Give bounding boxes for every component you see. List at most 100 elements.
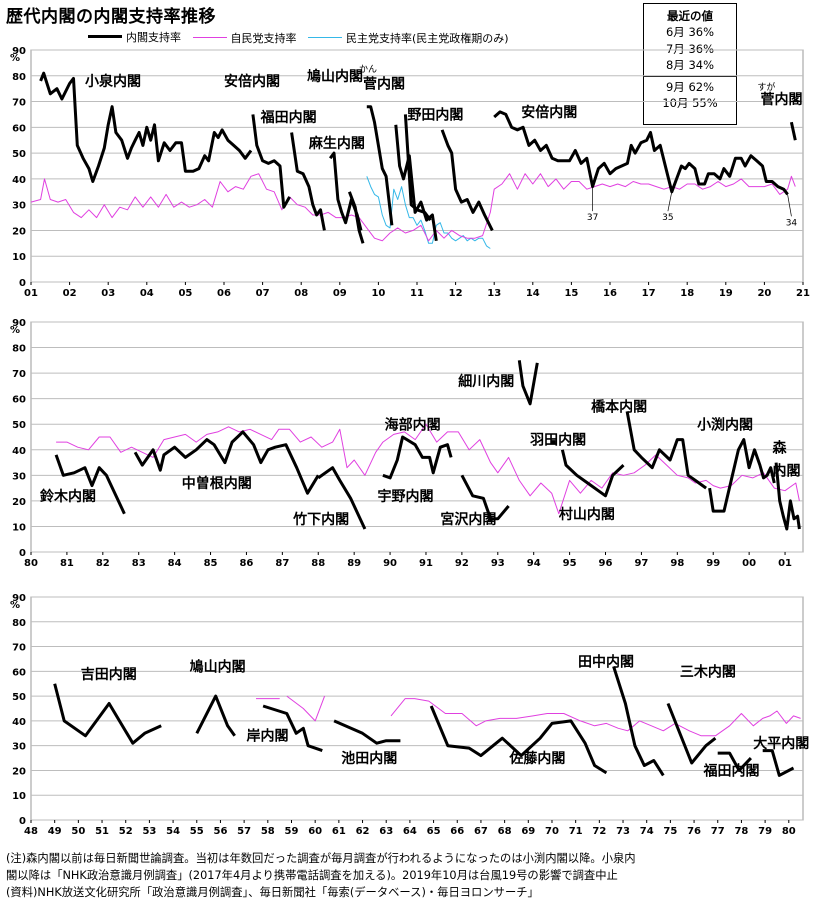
y-tick-label: 30 — [12, 471, 26, 482]
y-tick-label: 20 — [12, 226, 26, 237]
annotation-label: 福田内閣 — [703, 762, 760, 779]
x-tick-label: 83 — [132, 558, 146, 569]
annotation-label: 池田内閣 — [341, 750, 397, 767]
series-line-1 — [286, 695, 326, 722]
series-line-0 — [195, 694, 236, 737]
annotation-label: 菅内閣 — [363, 76, 405, 93]
y-tick-label: 50 — [12, 420, 26, 431]
x-tick-label: 56 — [213, 826, 227, 837]
annotation-label: 羽田内閣 — [530, 432, 586, 449]
x-tick-label: 01 — [778, 558, 792, 569]
x-tick-label: 94 — [527, 558, 541, 569]
x-tick-label: 08 — [294, 288, 308, 299]
x-tick-label: 09 — [333, 288, 347, 299]
x-tick-label: 67 — [474, 826, 488, 837]
annotation-label: 宮沢内閣 — [440, 511, 496, 528]
y-tick-label: 40 — [12, 446, 26, 457]
x-tick-label: 68 — [498, 826, 512, 837]
annotation-leader — [667, 191, 673, 212]
annotation-label: 吉田内閣 — [81, 666, 137, 683]
annotation-label: 37 — [587, 213, 598, 223]
annotation-label: 宇野内閣 — [378, 488, 434, 505]
y-tick-label: 70 — [12, 643, 26, 654]
x-tick-label: 21 — [796, 288, 810, 299]
x-tick-label: 05 — [178, 288, 192, 299]
x-tick-label: 63 — [379, 826, 393, 837]
series-line-0 — [54, 454, 126, 515]
x-tick-label: 97 — [634, 558, 648, 569]
series-point — [551, 440, 556, 445]
y-tick-label: 50 — [12, 149, 26, 160]
y-tick-label: 80 — [12, 72, 26, 83]
x-tick-label: 03 — [101, 288, 115, 299]
y-tick-label: 40 — [12, 175, 26, 186]
x-tick-label: 58 — [261, 826, 275, 837]
annotation-label: 菅内閣 — [761, 91, 803, 108]
annotation-label: 34 — [786, 218, 798, 228]
y-tick-label: 10 — [12, 522, 26, 533]
y-axis-unit: % — [10, 53, 20, 64]
series-line-0 — [366, 105, 394, 226]
series-line-0 — [262, 704, 323, 753]
x-tick-label: 59 — [285, 826, 299, 837]
series-line-0 — [493, 110, 789, 196]
recent-value-row: 8月 34% — [665, 58, 715, 72]
series-line-0 — [666, 702, 717, 765]
x-tick-label: 16 — [603, 288, 617, 299]
series-line-0 — [333, 719, 401, 745]
series-line-0 — [347, 191, 365, 244]
y-tick-label: 10 — [12, 252, 26, 263]
y-tick-label: 40 — [12, 717, 26, 728]
series-line-1 — [390, 698, 801, 737]
annotation-label: 福田内閣 — [260, 109, 317, 126]
legend-swatch-cabinet — [88, 35, 122, 38]
x-tick-label: 84 — [168, 558, 182, 569]
legend-label-cabinet: 内閣支持率 — [126, 30, 181, 44]
y-tick-label: 50 — [12, 692, 26, 703]
annotation-label: 森 — [772, 439, 787, 456]
chart-panel-1948-1980: 0 10 20 30 40 50 60 70 80 90% 48 49 50 51 52 53 54 55 56 57… — [10, 593, 809, 837]
x-tick-label: 12 — [449, 288, 463, 299]
x-tick-label: 93 — [491, 558, 505, 569]
annotation-label: 中曽根内閣 — [182, 475, 252, 492]
x-tick-label: 06 — [217, 288, 231, 299]
series-line-0 — [53, 683, 162, 745]
x-tick-label: 79 — [758, 826, 772, 837]
x-tick-label: 64 — [403, 826, 417, 837]
x-tick-label: 85 — [204, 558, 218, 569]
series-line-0 — [317, 466, 367, 530]
x-tick-label: 88 — [311, 558, 325, 569]
x-tick-label: 02 — [63, 288, 77, 299]
annotation-label: 鳩山内閣 — [190, 658, 246, 675]
annotation-label: 三木内閣 — [680, 663, 736, 680]
annotation-label: 麻生内閣 — [308, 135, 365, 152]
legend-item-dpj: 民主党支持率(民主党政権期のみ) — [308, 30, 509, 46]
x-tick-label: 76 — [687, 826, 701, 837]
x-tick-label: 50 — [71, 826, 85, 837]
x-tick-label: 78 — [734, 826, 748, 837]
x-tick-label: 70 — [545, 826, 559, 837]
y-tick-label: 0 — [19, 548, 26, 559]
series-line-1 — [56, 423, 800, 515]
y-tick-label: 80 — [12, 618, 26, 629]
annotation-label: 内閣 — [772, 462, 800, 479]
x-tick-label: 57 — [237, 826, 251, 837]
legend-item-cabinet: 内閣支持率 — [88, 29, 181, 45]
y-tick-label: 60 — [12, 123, 26, 134]
annotation-label: 小泉内閣 — [85, 73, 141, 90]
x-tick-label: 55 — [190, 826, 204, 837]
series-line-0 — [762, 749, 795, 777]
series-line-0 — [517, 360, 539, 406]
x-tick-label: 89 — [347, 558, 361, 569]
annotation-label: 海部内閣 — [385, 416, 441, 433]
x-tick-label: 99 — [706, 558, 720, 569]
series-line-0 — [440, 129, 494, 232]
annotation-label: すが — [757, 81, 775, 93]
legend-swatch-dpj — [308, 37, 342, 38]
y-tick-label: 90 — [12, 593, 26, 604]
series-line-0 — [625, 411, 707, 490]
y-tick-label: 0 — [19, 278, 26, 289]
x-tick-label: 96 — [599, 558, 613, 569]
x-tick-label: 20 — [757, 288, 771, 299]
recent-values-box: 最近の値 6月 36% 7月 36% 8月 34% 9月 62% 10月 55% — [643, 3, 737, 125]
